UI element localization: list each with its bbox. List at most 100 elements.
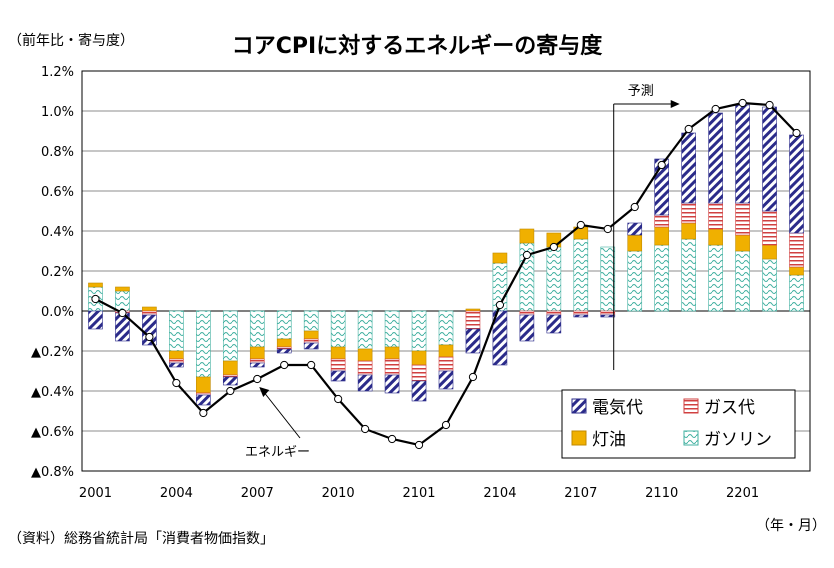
x-tick-label: 2004	[160, 486, 193, 501]
bar-gas	[708, 202, 723, 230]
x-tick-label: 2010	[322, 486, 355, 501]
y-tick-label: 0.8%	[41, 145, 74, 160]
bar-kerosene	[492, 252, 508, 264]
bar-electricity	[708, 112, 723, 204]
bar-gas	[330, 358, 346, 372]
bar-gas	[789, 232, 804, 268]
y-tick-label: 1.2%	[41, 65, 74, 80]
bar-gas	[142, 310, 157, 316]
y-axis-unit-label: （前年比・寄与度）	[8, 33, 134, 49]
bar-kerosene	[438, 344, 454, 358]
energy-line-label: エネルギー	[245, 445, 310, 460]
y-tick-label: ▲0.6%	[31, 425, 74, 440]
bar-kerosene	[142, 306, 157, 312]
bar-electricity	[762, 106, 777, 212]
x-tick-label: 2104	[483, 486, 516, 501]
bar-kerosene	[789, 266, 804, 276]
energy-point	[172, 378, 181, 388]
bar-gasoline	[303, 310, 319, 332]
bar-gasoline	[762, 258, 777, 312]
energy-point	[441, 420, 451, 430]
x-tick-label: 2001	[79, 486, 112, 501]
bar-kerosene	[196, 376, 211, 394]
x-axis-unit-label: （年・月）	[756, 518, 826, 534]
energy-point	[91, 294, 100, 304]
energy-point	[118, 308, 127, 318]
energy-point	[199, 408, 208, 418]
bar-gas	[735, 202, 750, 236]
bar-kerosene	[384, 346, 400, 360]
x-tick-label: 2101	[402, 486, 435, 501]
bar-gasoline	[627, 250, 643, 312]
energy-point	[361, 424, 370, 434]
bar-electricity	[465, 328, 481, 354]
bar-electricity	[384, 374, 400, 394]
energy-point	[522, 250, 531, 260]
bar-kerosene	[762, 244, 777, 260]
bar-electricity	[276, 348, 292, 354]
bar-kerosene	[303, 330, 319, 340]
bar-electricity	[654, 158, 670, 216]
legend-swatch-kerosene	[571, 430, 587, 446]
bar-electricity	[519, 314, 535, 342]
bar-electricity	[357, 374, 373, 392]
bar-gas	[519, 310, 535, 316]
bar-gasoline	[249, 310, 265, 348]
x-tick-label: 2201	[726, 486, 759, 501]
energy-point	[630, 202, 639, 212]
bar-gasoline	[573, 238, 589, 312]
energy-point	[738, 98, 747, 108]
bar-electricity	[546, 314, 562, 334]
bar-kerosene	[708, 228, 723, 246]
bar-gasoline	[411, 310, 427, 352]
plot-frame	[81, 70, 811, 472]
forecast-arrowhead	[670, 100, 680, 108]
bar-kerosene	[411, 350, 427, 366]
chart-title: コアCPIに対するエネルギーの寄与度	[231, 34, 603, 59]
bar-gasoline	[384, 310, 400, 348]
bar-gas	[573, 310, 589, 316]
bar-gasoline	[330, 310, 346, 348]
energy-point	[495, 300, 505, 310]
x-tick-label: 2007	[241, 486, 274, 501]
energy-point	[576, 220, 585, 230]
bar-gasoline	[115, 290, 130, 312]
bar-kerosene	[627, 234, 643, 252]
bar-gas	[357, 360, 373, 376]
bar-gasoline	[196, 310, 211, 378]
bar-electricity	[573, 314, 589, 318]
energy-label-pointer-head	[259, 387, 270, 397]
bar-gasoline	[681, 238, 696, 312]
legend-label-kerosene: 灯油	[592, 430, 626, 450]
bars	[88, 104, 804, 406]
legend-label-electricity: 電気代	[592, 398, 643, 418]
bar-gasoline	[654, 244, 670, 312]
bar-gas	[303, 338, 319, 344]
energy-point	[253, 374, 262, 384]
bar-kerosene	[115, 286, 130, 292]
legend-swatch-gasoline	[683, 430, 699, 446]
bar-gas	[762, 210, 777, 246]
energy-label-pointer	[261, 389, 301, 439]
bar-gasoline	[600, 246, 616, 312]
bar-gasoline	[546, 246, 562, 312]
x-tick-label: 2107	[564, 486, 597, 501]
energy-point	[387, 434, 397, 444]
energy-point	[145, 332, 154, 342]
bar-gasoline	[357, 310, 373, 350]
bar-kerosene	[654, 226, 670, 246]
bar-electricity	[735, 104, 750, 204]
legend-swatch-electricity	[571, 398, 587, 414]
y-tick-label: 1.0%	[41, 105, 74, 120]
y-tick-label: ▲0.4%	[31, 385, 74, 400]
energy-point	[684, 124, 693, 134]
bar-electricity	[438, 370, 454, 390]
bar-gas	[465, 310, 481, 330]
bar-kerosene	[222, 360, 238, 376]
bar-electricity	[627, 222, 643, 236]
energy-point	[549, 242, 558, 252]
energy-point	[765, 100, 774, 110]
energy-point	[334, 394, 343, 404]
bar-kerosene	[357, 348, 373, 362]
energy-point	[414, 440, 424, 450]
